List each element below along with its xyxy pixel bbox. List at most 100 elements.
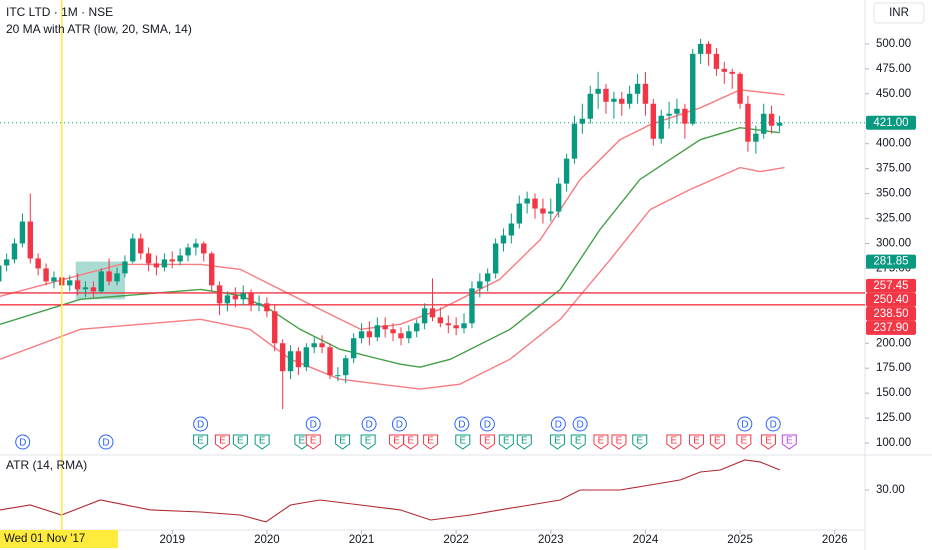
- candle-body: [674, 108, 680, 114]
- candle-body: [642, 83, 649, 104]
- x-tick-label: 2020: [254, 534, 280, 546]
- earnings-label: E: [339, 436, 346, 447]
- currency[interactable]: INR: [889, 7, 909, 19]
- indicator-title: 20 MA with ATR (low, 20, SMA, 14): [6, 22, 192, 36]
- candle-body: [67, 280, 73, 286]
- dividend-label: D: [19, 438, 26, 449]
- dividend-icon: [550, 416, 566, 432]
- candle-body: [658, 115, 664, 139]
- plot: 500.00 475.00 450.00 400.00 375.00 350.00 325.…: [0, 0, 911, 548]
- candle-body: [721, 68, 727, 72]
- x-tick-label: 2019: [159, 534, 185, 546]
- candle-body: [382, 325, 388, 330]
- candle-body: [138, 238, 144, 254]
- candle-body: [43, 268, 49, 282]
- dividend-label: D: [484, 420, 491, 431]
- earnings-icon: [305, 434, 321, 450]
- earnings-icon: [593, 434, 609, 450]
- price-label-bg: [866, 306, 916, 321]
- x-tick-label: 2026: [822, 534, 848, 546]
- candle-body: [508, 223, 515, 236]
- candle-body: [335, 375, 341, 377]
- dividend-icon: [305, 416, 321, 432]
- candle-body: [555, 183, 562, 212]
- candle-body: [35, 258, 41, 269]
- currency-box[interactable]: [873, 2, 925, 24]
- candle-body: [224, 295, 231, 304]
- candle-body: [232, 295, 239, 300]
- candle-body: [563, 158, 570, 184]
- candle-body: [161, 259, 168, 268]
- candle-body: [532, 198, 538, 209]
- earnings-icon: [335, 434, 351, 450]
- candle-body: [303, 347, 310, 368]
- earnings-icon: [689, 434, 705, 450]
- candle-body: [437, 317, 444, 324]
- candle-body: [145, 253, 152, 264]
- candle-body: [634, 83, 641, 94]
- dividend-icon: [361, 416, 377, 432]
- earnings-icon: [455, 434, 471, 450]
- candle-body: [193, 243, 199, 248]
- candle-body: [690, 53, 696, 124]
- atr-tick-label: 30.00: [876, 484, 905, 496]
- candle-body: [311, 343, 317, 348]
- earnings-label: E: [484, 436, 491, 447]
- y-tick-label: 375.00: [876, 163, 911, 175]
- candle-body: [571, 123, 578, 159]
- candle-body: [524, 198, 530, 204]
- candle-body: [516, 203, 522, 224]
- x-tick-label: 2021: [349, 534, 375, 546]
- earnings-label: E: [741, 436, 748, 447]
- earnings-label: E: [459, 436, 466, 447]
- y-tick-label: 400.00: [876, 138, 911, 150]
- candle-body: [595, 88, 601, 94]
- candle-body: [705, 43, 712, 54]
- earnings-icon: [479, 434, 495, 450]
- candle-body: [753, 133, 759, 142]
- earnings-label: E: [259, 436, 266, 447]
- cursor-label: Wed 01 Nov '17: [4, 533, 85, 545]
- candle-body: [11, 243, 18, 260]
- earnings-icon: [760, 434, 776, 450]
- candle-body: [540, 208, 546, 214]
- y-tick-label: 475.00: [876, 63, 911, 75]
- candle-body: [153, 263, 160, 268]
- candle-body: [185, 247, 191, 256]
- candle-body: [461, 323, 467, 329]
- dividend-icon: [572, 416, 588, 432]
- candle-body: [421, 308, 428, 324]
- dividend-icon: [193, 416, 209, 432]
- candle-body: [3, 259, 10, 266]
- earnings-label: E: [219, 436, 226, 447]
- earnings-label: E: [503, 436, 510, 447]
- earnings-label: E: [237, 436, 244, 447]
- dividend-icon: [479, 416, 495, 432]
- dividend-label: D: [197, 420, 204, 431]
- candle-body: [745, 103, 751, 142]
- candle-body: [445, 323, 452, 326]
- earnings-label: E: [427, 436, 434, 447]
- y-tick-label: 450.00: [876, 88, 911, 100]
- x-tick-label: 2024: [633, 534, 659, 546]
- candle-body: [413, 323, 420, 332]
- dividend-icon: [15, 434, 31, 450]
- dividend-icon: [765, 416, 781, 432]
- candle-body: [406, 331, 412, 339]
- dividend-icon: [391, 416, 407, 432]
- candle-body: [0, 265, 2, 282]
- earnings-label: E: [393, 436, 400, 447]
- dividend-label: D: [555, 420, 562, 431]
- price-label: 421.00: [873, 117, 908, 129]
- price-label: 281.85: [873, 256, 908, 268]
- candle-body: [729, 71, 735, 74]
- indicator-line: [0, 126, 780, 368]
- earnings-icon: [232, 434, 248, 450]
- candle-body: [350, 338, 357, 359]
- candle-body: [264, 303, 270, 312]
- candle-body: [279, 343, 286, 372]
- candle-body: [327, 347, 333, 376]
- candle-body: [90, 287, 97, 292]
- dividend-label: D: [365, 420, 372, 431]
- earnings-label: E: [714, 436, 721, 447]
